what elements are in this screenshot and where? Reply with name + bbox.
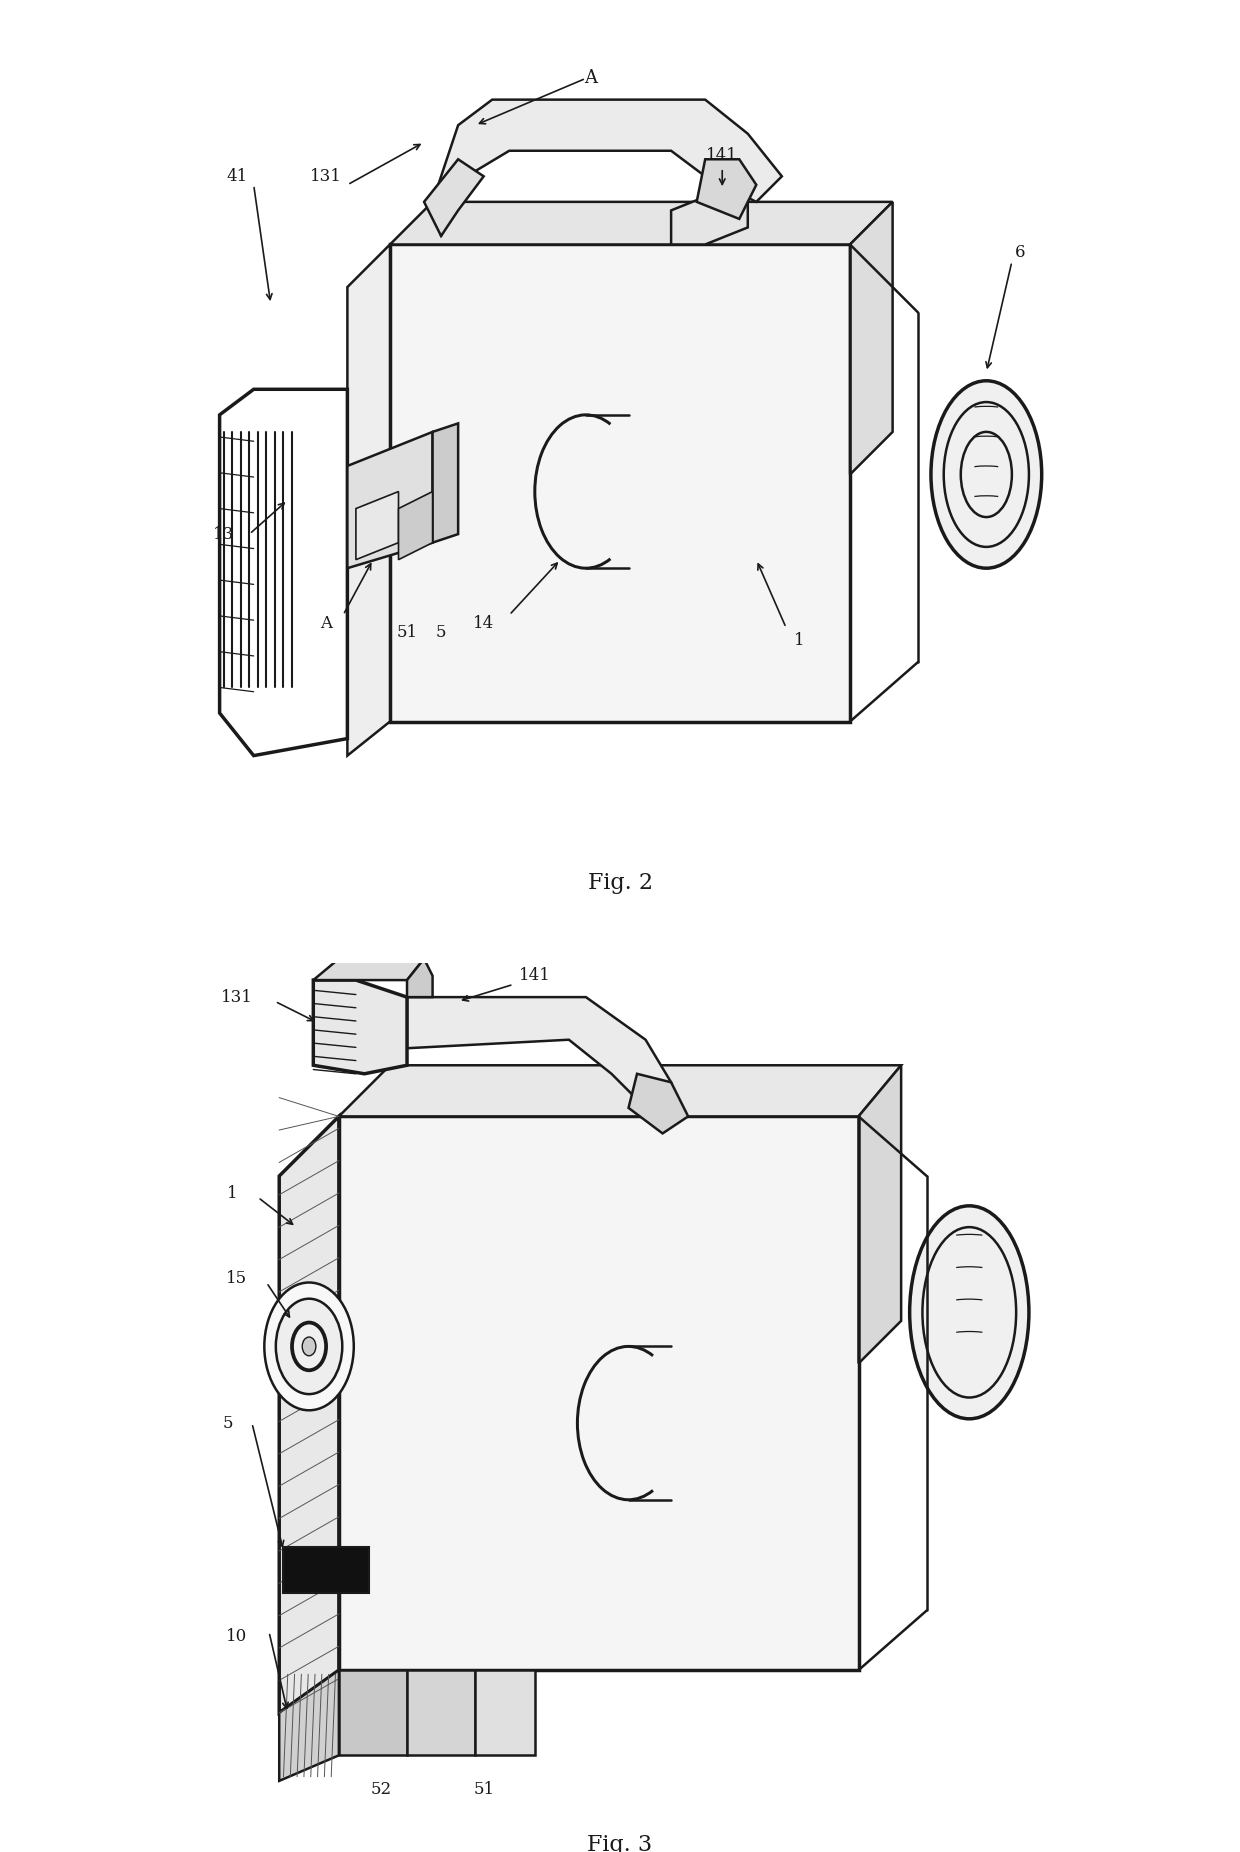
Polygon shape xyxy=(858,1065,901,1363)
Text: Fig. 3: Fig. 3 xyxy=(588,1833,652,1852)
Polygon shape xyxy=(407,1671,475,1756)
Polygon shape xyxy=(347,244,391,756)
Text: 41: 41 xyxy=(226,169,247,185)
Polygon shape xyxy=(279,1117,339,1713)
Text: A: A xyxy=(584,69,596,87)
Text: 10: 10 xyxy=(226,1628,247,1645)
Text: 131: 131 xyxy=(221,989,253,1006)
Polygon shape xyxy=(407,959,433,996)
Text: 1: 1 xyxy=(794,632,805,648)
Polygon shape xyxy=(849,202,893,474)
Polygon shape xyxy=(433,424,458,543)
Polygon shape xyxy=(407,996,671,1107)
Polygon shape xyxy=(314,959,424,980)
Polygon shape xyxy=(398,491,433,559)
Text: 51: 51 xyxy=(397,624,418,641)
Text: 15: 15 xyxy=(226,1270,247,1287)
Polygon shape xyxy=(391,244,849,722)
Polygon shape xyxy=(339,1671,407,1756)
Polygon shape xyxy=(339,1117,858,1671)
Ellipse shape xyxy=(910,1206,1029,1419)
Text: 14: 14 xyxy=(474,615,495,632)
Polygon shape xyxy=(339,1065,901,1117)
Polygon shape xyxy=(475,1671,534,1756)
FancyBboxPatch shape xyxy=(284,1546,368,1593)
Text: 141: 141 xyxy=(707,146,738,163)
Polygon shape xyxy=(697,159,756,219)
Polygon shape xyxy=(629,1074,688,1133)
Text: Fig. 2: Fig. 2 xyxy=(588,872,652,895)
Text: 1: 1 xyxy=(227,1185,238,1202)
Polygon shape xyxy=(279,1671,339,1782)
Ellipse shape xyxy=(931,382,1042,569)
Text: 141: 141 xyxy=(518,967,551,983)
Text: 5: 5 xyxy=(223,1415,233,1432)
Text: 13: 13 xyxy=(213,526,234,543)
Polygon shape xyxy=(314,980,407,1074)
Polygon shape xyxy=(671,193,748,244)
Text: 5: 5 xyxy=(435,624,446,641)
Text: A: A xyxy=(320,615,332,632)
Polygon shape xyxy=(424,159,484,235)
Ellipse shape xyxy=(303,1337,316,1356)
Text: 51: 51 xyxy=(474,1782,495,1798)
Text: 131: 131 xyxy=(310,169,342,185)
Text: 52: 52 xyxy=(371,1782,392,1798)
Ellipse shape xyxy=(264,1282,353,1411)
Polygon shape xyxy=(391,202,893,244)
Polygon shape xyxy=(347,432,433,569)
Ellipse shape xyxy=(275,1298,342,1395)
Ellipse shape xyxy=(291,1322,326,1370)
Polygon shape xyxy=(433,100,782,235)
Polygon shape xyxy=(356,491,398,559)
Text: 6: 6 xyxy=(1016,244,1025,261)
